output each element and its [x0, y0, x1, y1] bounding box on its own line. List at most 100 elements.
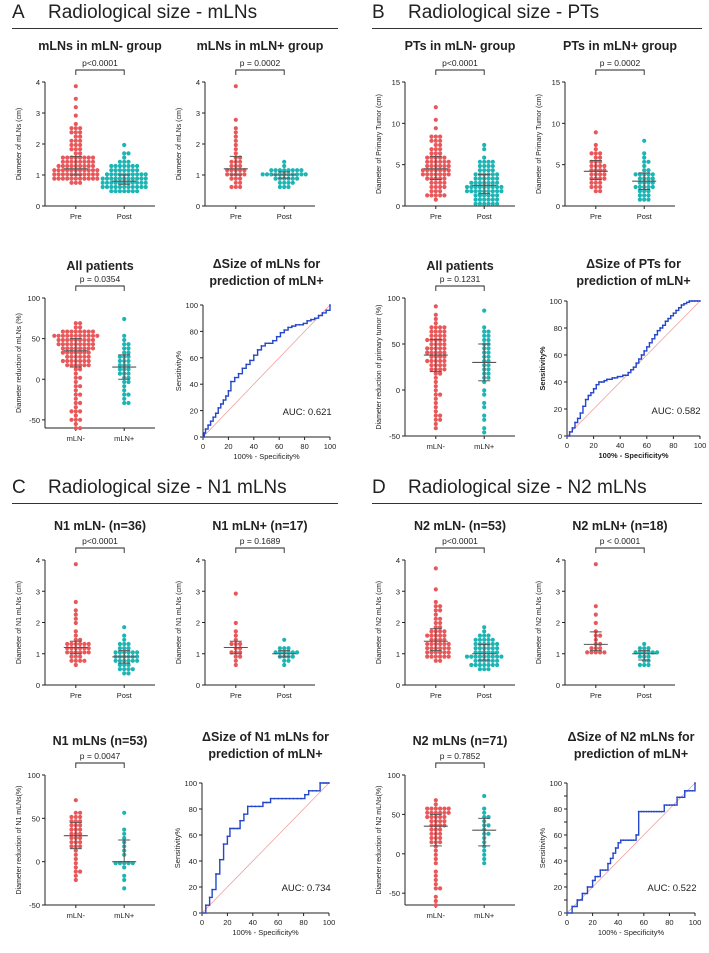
data-point	[233, 620, 238, 626]
data-point	[69, 346, 74, 351]
data-point	[295, 172, 300, 177]
data-point	[438, 604, 443, 609]
x-tick-label: 60	[274, 918, 282, 927]
plot-area: N2 mLN+ (n=18) 0 1 2 3 4 Diameter of N2 mLNs (…	[536, 519, 675, 700]
data-point	[56, 176, 61, 181]
data-point	[442, 354, 447, 359]
roc-point	[609, 857, 612, 860]
data-point	[438, 358, 443, 364]
data-point	[100, 180, 105, 185]
data-point	[69, 329, 74, 334]
significance-bracket	[75, 547, 125, 553]
data-point	[143, 180, 148, 185]
data-point	[286, 176, 291, 181]
data-point	[82, 172, 87, 177]
data-point	[113, 163, 118, 169]
data-point	[469, 654, 474, 659]
section-letter: B	[372, 2, 385, 23]
data-point	[446, 810, 451, 815]
data-point	[109, 172, 114, 177]
data-point	[56, 333, 61, 338]
auc-label: AUC: 0.522	[647, 883, 696, 894]
data-point	[78, 814, 83, 820]
data-point	[482, 667, 487, 672]
roc-point	[685, 301, 688, 304]
data-point	[650, 172, 655, 177]
data-point	[126, 159, 131, 164]
data-point	[73, 865, 78, 870]
significance-bracket	[75, 762, 125, 768]
data-point	[78, 138, 83, 143]
x-tick-label: 40	[249, 918, 257, 927]
y-tick-label: 80	[190, 327, 198, 336]
data-point	[442, 176, 447, 181]
x-axis-label: 100% - Specificity%	[598, 928, 665, 937]
data-point	[495, 641, 500, 647]
data-point	[73, 562, 78, 567]
data-point	[73, 367, 78, 372]
data-point	[269, 168, 274, 173]
data-point	[425, 337, 430, 343]
data-point	[482, 325, 487, 330]
data-point	[495, 658, 500, 663]
roc-point	[686, 789, 689, 792]
data-point	[486, 662, 491, 668]
x-tick-label: 60	[275, 442, 283, 451]
data-point	[69, 823, 74, 828]
data-point	[73, 126, 78, 131]
roc-point	[640, 810, 643, 813]
data-point	[122, 392, 127, 397]
data-point	[295, 168, 300, 173]
data-point	[69, 835, 74, 841]
data-point	[442, 163, 447, 169]
data-point	[433, 413, 438, 418]
data-point	[438, 823, 443, 828]
y-tick-label: 15	[552, 78, 560, 87]
y-tick-label: -50	[389, 432, 400, 441]
data-point	[78, 151, 83, 156]
y-tick-label: 3	[36, 587, 40, 596]
data-point	[86, 329, 91, 334]
data-point	[82, 354, 87, 359]
roc-point	[668, 804, 671, 806]
chart-b-all-patients: All patients -50 0 50 100 Diameter reduction …	[376, 259, 515, 451]
data-point	[433, 316, 438, 322]
roc-point	[571, 427, 574, 429]
data-point	[82, 159, 87, 164]
data-point	[593, 184, 598, 190]
data-point	[598, 163, 603, 169]
data-point	[633, 172, 638, 177]
roc-point	[613, 377, 616, 379]
roc-point	[678, 796, 681, 799]
x-tick-label: Pre	[430, 212, 442, 221]
data-point	[477, 197, 482, 202]
data-point	[425, 350, 430, 355]
y-tick-label: 60	[554, 831, 562, 840]
data-point	[499, 654, 504, 659]
data-point	[425, 641, 430, 647]
y-tick-label: 3	[196, 587, 200, 596]
data-point	[277, 646, 282, 651]
roc-point	[275, 335, 278, 338]
data-point	[495, 180, 500, 185]
data-point	[446, 654, 451, 659]
data-point	[95, 333, 100, 338]
data-point	[303, 172, 308, 177]
data-point	[477, 633, 482, 638]
roc-point	[222, 399, 225, 401]
data-point	[73, 409, 78, 414]
data-point	[52, 172, 57, 177]
data-point	[495, 176, 500, 181]
plot-area: mLNs in mLN- group 0 1 2 3 4 Diameter of mLNs …	[16, 39, 162, 221]
data-point	[73, 877, 78, 883]
data-point	[486, 654, 491, 659]
p-value: p<0.0001	[82, 536, 118, 546]
data-point	[438, 629, 443, 634]
data-point	[486, 367, 491, 372]
roc-point	[619, 839, 622, 842]
x-tick-label: Pre	[590, 691, 602, 700]
data-point	[117, 176, 122, 181]
data-point	[477, 193, 482, 198]
roc-point	[232, 827, 235, 830]
x-axis-label: 100% - Specificity%	[598, 451, 668, 460]
